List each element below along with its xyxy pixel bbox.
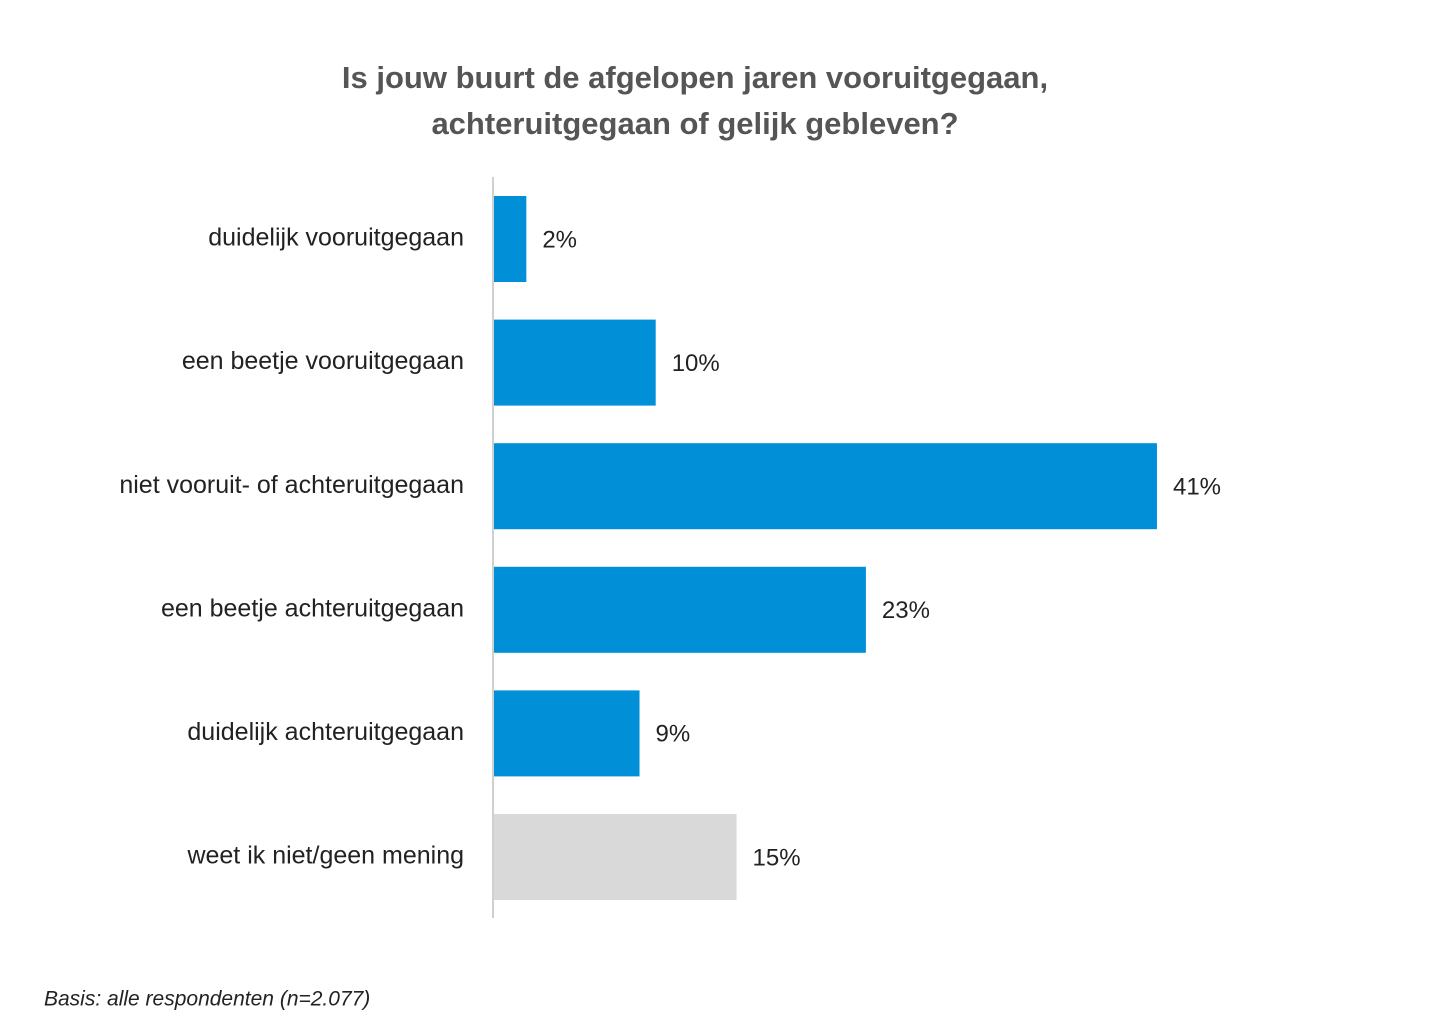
bar (494, 443, 1157, 530)
category-label: duidelijk achteruitgegaan (187, 718, 464, 746)
bar (494, 690, 640, 777)
category-label: een beetje achteruitgegaan (161, 594, 464, 622)
value-label: 2% (542, 226, 577, 253)
value-label: 41% (1173, 474, 1221, 501)
chart-title: achteruitgegaan of gelijk gebleven? (431, 106, 958, 141)
value-label: 9% (656, 721, 691, 748)
category-label: niet vooruit- of achteruitgegaan (119, 471, 464, 499)
bar (494, 319, 656, 406)
category-label: weet ik niet/geen mening (186, 842, 464, 870)
value-label: 15% (753, 844, 801, 871)
bar (494, 196, 527, 282)
bar (494, 814, 737, 900)
bar (494, 566, 866, 653)
value-label: 23% (882, 597, 930, 624)
value-label: 10% (672, 350, 720, 377)
category-label: duidelijk vooruitgegaan (208, 224, 464, 252)
footnote: Basis: alle respondenten (n=2.077) (44, 988, 370, 1011)
chart-title: Is jouw buurt de afgelopen jaren vooruit… (342, 60, 1048, 95)
category-label: een beetje vooruitgegaan (182, 347, 464, 375)
